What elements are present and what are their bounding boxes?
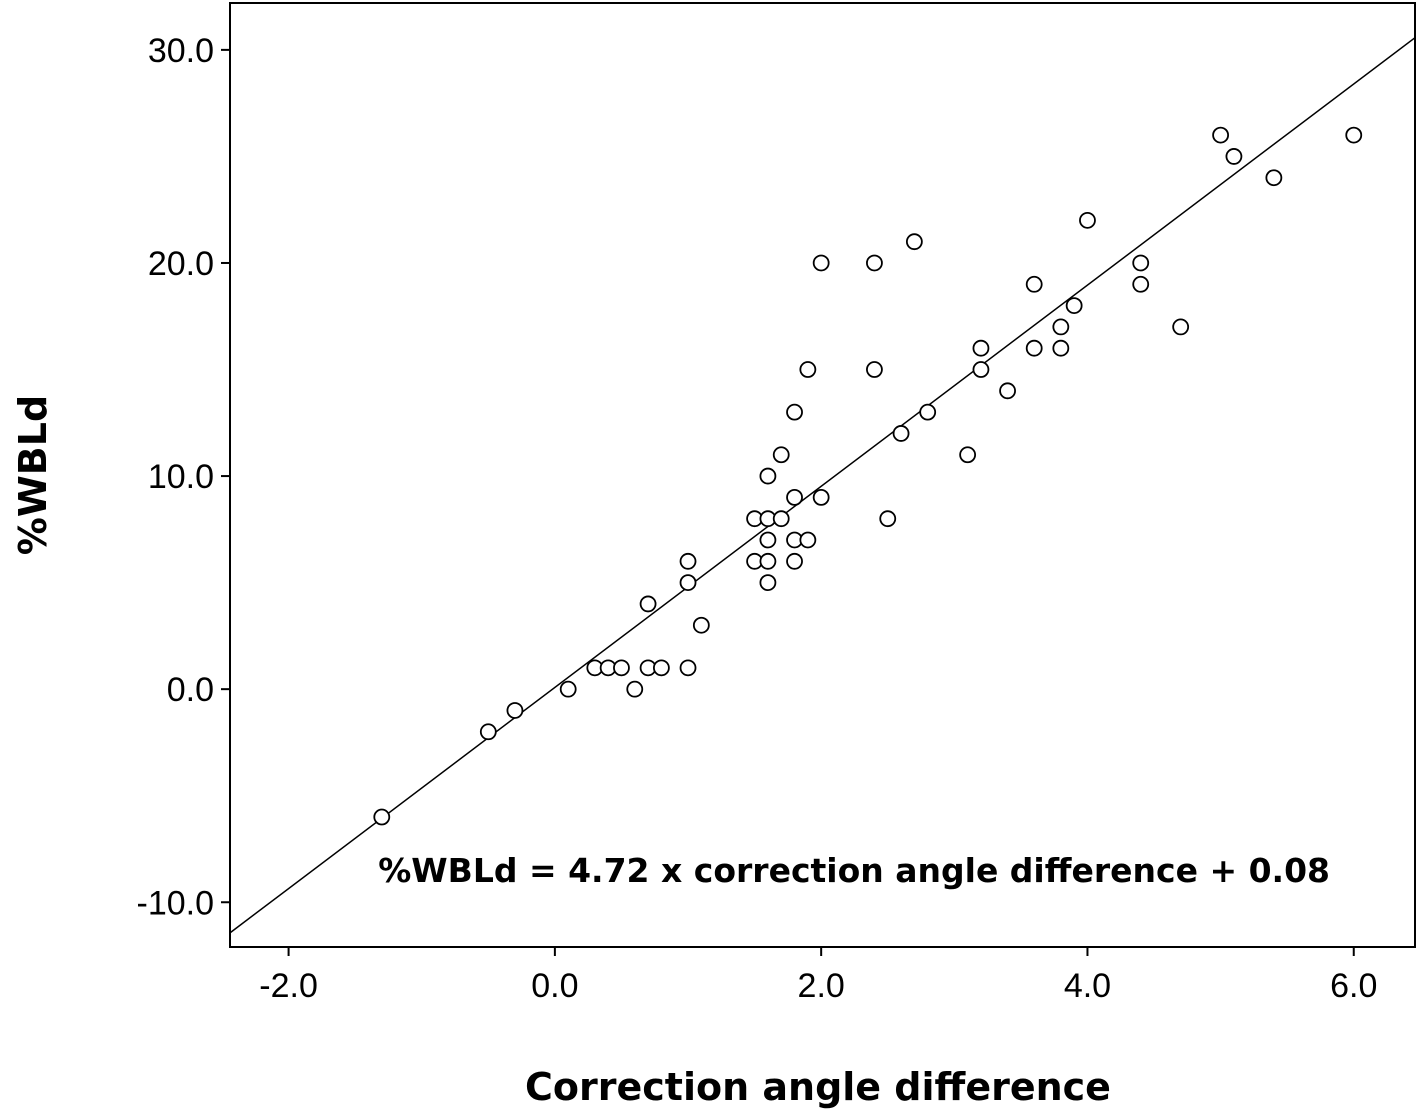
- point: [799, 531, 817, 549]
- point: [972, 361, 990, 378]
- x-tick-label: 2.0: [798, 967, 845, 1005]
- x-tick-label: 4.0: [1064, 967, 1111, 1005]
- point: [999, 382, 1016, 400]
- point: [652, 659, 670, 677]
- point: [879, 510, 897, 528]
- point: [812, 254, 830, 272]
- point: [1225, 148, 1243, 165]
- point: [1132, 254, 1150, 272]
- point: [639, 595, 657, 613]
- point: [759, 574, 777, 592]
- point: [786, 552, 803, 570]
- annotation: %WBLd = 4.72 x correction angle differen…: [378, 851, 1330, 890]
- point: [772, 510, 790, 528]
- x-tick-label: 0.0: [531, 967, 578, 1005]
- point: [759, 552, 777, 570]
- point: [679, 659, 697, 677]
- x-tick-label: -2.0: [259, 967, 318, 1005]
- point: [1025, 339, 1043, 357]
- point: [1052, 339, 1070, 357]
- point: [772, 446, 790, 464]
- x-axis-title: Correction angle difference: [525, 1065, 1111, 1109]
- regression-line: [230, 37, 1415, 934]
- point: [1172, 318, 1190, 336]
- point: [1079, 211, 1096, 229]
- point: [759, 467, 777, 485]
- point: [559, 680, 577, 698]
- y-tick-label: 10.0: [148, 458, 214, 496]
- point: [1052, 318, 1070, 336]
- point: [1132, 275, 1150, 293]
- y-tick-label: 30.0: [148, 32, 214, 70]
- point: [919, 403, 937, 421]
- point: [613, 659, 630, 677]
- x-tick-label: 6.0: [1330, 967, 1377, 1005]
- point: [692, 616, 710, 634]
- point: [786, 488, 803, 506]
- point: [959, 446, 977, 464]
- point: [799, 361, 817, 378]
- point: [1345, 126, 1363, 144]
- y-tick-label: 20.0: [148, 245, 214, 283]
- point: [905, 233, 923, 251]
- point: [972, 339, 990, 357]
- point: [1025, 275, 1043, 293]
- y-axis-title: %WBLd: [11, 395, 55, 555]
- point: [892, 425, 910, 442]
- point: [479, 723, 497, 741]
- point: [506, 702, 524, 719]
- point: [1212, 126, 1230, 144]
- point: [866, 254, 883, 272]
- plot-frame: [229, 2, 1416, 948]
- point: [679, 552, 697, 570]
- point: [626, 680, 644, 698]
- y-tick-label: -10.0: [137, 884, 215, 922]
- point: [759, 531, 777, 549]
- point: [679, 574, 697, 592]
- point: [1065, 297, 1083, 314]
- y-tick-label: 0.0: [167, 671, 214, 709]
- point: [373, 808, 391, 826]
- point: [866, 361, 883, 378]
- point: [1265, 169, 1283, 187]
- point: [786, 403, 803, 421]
- point: [812, 488, 830, 506]
